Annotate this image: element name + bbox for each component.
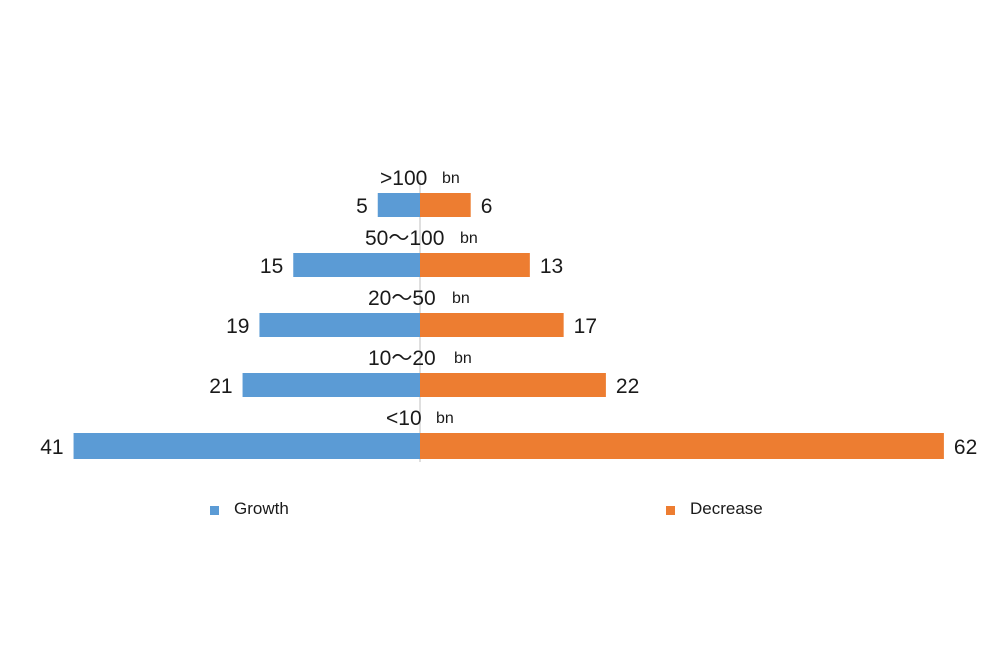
legend-label-growth: Growth <box>234 499 289 518</box>
legend-label-decrease: Decrease <box>690 499 763 518</box>
unit-label: bn <box>436 410 454 427</box>
decrease-value-label: 6 <box>481 195 493 218</box>
decrease-bar <box>420 433 944 459</box>
decrease-value-label: 17 <box>574 315 597 338</box>
growth-value-label: 21 <box>209 375 232 398</box>
decrease-value-label: 22 <box>616 375 639 398</box>
decrease-bar <box>420 253 530 277</box>
decrease-bar <box>420 193 471 217</box>
growth-value-label: 19 <box>226 315 249 338</box>
decrease-bar <box>420 373 606 397</box>
growth-value-label: 41 <box>40 436 63 459</box>
growth-bar <box>259 313 420 337</box>
decrease-bar <box>420 313 564 337</box>
growth-bar <box>293 253 420 277</box>
legend: Growth Decrease <box>210 499 763 518</box>
growth-value-label: 15 <box>260 255 283 278</box>
category-label: 50～100 <box>365 227 444 250</box>
category-label: 10～20 <box>368 347 436 370</box>
decrease-value-label: 62 <box>954 436 977 459</box>
labels-layer: >100 bn 5 6 50～100 bn 15 13 20～50 bn 19 17 10～20 bn 21… <box>40 167 977 459</box>
legend-swatch-growth <box>210 506 219 515</box>
legend-swatch-decrease <box>666 506 675 515</box>
unit-label: bn <box>442 170 460 187</box>
category-label: <10 <box>386 407 422 430</box>
bars-layer <box>73 193 944 459</box>
unit-label: bn <box>454 350 472 367</box>
decrease-value-label: 13 <box>540 255 563 278</box>
unit-label: bn <box>460 230 478 247</box>
growth-bar <box>73 433 421 459</box>
growth-bar <box>242 373 420 397</box>
growth-bar <box>377 193 420 217</box>
category-label: >100 <box>380 167 427 190</box>
growth-value-label: 5 <box>356 195 368 218</box>
category-label: 20～50 <box>368 287 436 310</box>
unit-label: bn <box>452 290 470 307</box>
